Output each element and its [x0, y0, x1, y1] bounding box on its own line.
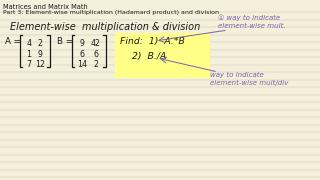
Text: 1: 1	[27, 50, 31, 59]
Text: 2: 2	[37, 39, 43, 48]
Text: 2)  B./A: 2) B./A	[132, 52, 166, 61]
Text: 7: 7	[27, 60, 31, 69]
Text: 14: 14	[77, 60, 87, 69]
Text: 6: 6	[79, 50, 84, 59]
Text: 2: 2	[93, 60, 99, 69]
Text: ① way to indicate
element-wise mult.: ① way to indicate element-wise mult.	[218, 14, 286, 29]
Text: 9: 9	[80, 39, 84, 48]
Text: Part 3: Element-wise multiplication (Hadamard product) and division: Part 3: Element-wise multiplication (Had…	[3, 10, 219, 15]
Text: 12: 12	[35, 60, 45, 69]
Text: Element-wise  multiplication & division: Element-wise multiplication & division	[10, 22, 200, 32]
Text: Find:  1)  A.*B: Find: 1) A.*B	[120, 37, 185, 46]
Text: 42: 42	[91, 39, 101, 48]
Text: 9: 9	[37, 50, 43, 59]
Text: 6: 6	[93, 50, 99, 59]
Text: Matrices and Matrix Math: Matrices and Matrix Math	[3, 4, 88, 10]
FancyBboxPatch shape	[115, 33, 210, 78]
Text: way to indicate
element-wise mult/div: way to indicate element-wise mult/div	[210, 72, 288, 86]
Text: B =: B =	[57, 37, 76, 46]
Text: 4: 4	[27, 39, 31, 48]
Text: A =: A =	[5, 37, 24, 46]
